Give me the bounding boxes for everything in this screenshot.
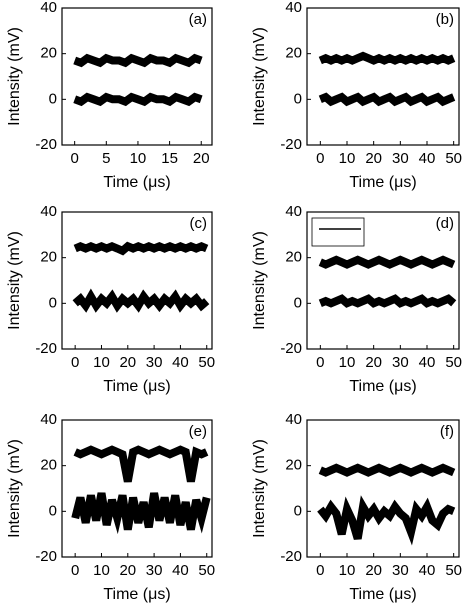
x-tick-label: 0	[71, 562, 79, 579]
y-tick-label: 0	[49, 502, 57, 519]
x-tick-label: 50	[445, 354, 462, 371]
y-axis-label: Intensity (mV)	[6, 439, 23, 538]
trace	[318, 92, 456, 107]
y-axis-label: Intensity (mV)	[251, 439, 268, 538]
y-axis-label: Intensity (mV)	[6, 231, 23, 330]
x-tick-label: 20	[119, 562, 136, 579]
trace	[73, 92, 203, 107]
x-tick-label: 10	[130, 150, 147, 167]
y-tick-label: 40	[40, 411, 57, 428]
x-tick-label: 40	[172, 562, 189, 579]
x-axis-label: Time (μs)	[103, 174, 170, 191]
trace	[71, 492, 211, 535]
x-tick-label: 10	[93, 354, 110, 371]
x-tick-label: 0	[71, 354, 79, 371]
y-tick-label: 0	[49, 90, 57, 107]
trace	[73, 241, 209, 256]
y-tick-label: 20	[285, 457, 302, 474]
y-tick-label: -20	[280, 548, 302, 565]
x-tick-label: 10	[339, 562, 356, 579]
panel-label: (f)	[440, 423, 454, 440]
trace	[318, 255, 456, 269]
trace	[73, 445, 209, 483]
x-tick-label: 40	[172, 354, 189, 371]
plot-frame	[306, 419, 460, 558]
trace	[73, 53, 203, 68]
y-axis-label: Intensity (mV)	[251, 231, 268, 330]
x-tick-label: 40	[419, 150, 436, 167]
plot-frame	[61, 7, 213, 146]
x-axis-label: Time (μs)	[349, 586, 416, 603]
x-tick-label: 50	[198, 354, 215, 371]
y-tick-label: 20	[285, 45, 302, 62]
y-tick-label: -20	[280, 340, 302, 357]
x-tick-label: 30	[392, 562, 409, 579]
x-tick-label: 0	[316, 150, 324, 167]
trace	[318, 51, 456, 65]
x-tick-label: 15	[161, 150, 178, 167]
x-tick-label: 0	[316, 562, 324, 579]
y-tick-label: 0	[49, 294, 57, 311]
y-axis-label: Intensity (mV)	[251, 27, 268, 126]
y-tick-label: 0	[294, 294, 302, 311]
x-tick-label: 50	[445, 562, 462, 579]
y-tick-label: 40	[40, 0, 57, 16]
inset-frame	[311, 217, 365, 247]
y-tick-label: -20	[280, 136, 302, 153]
x-tick-label: 5	[102, 150, 110, 167]
x-axis-label: Time (μs)	[349, 378, 416, 395]
x-tick-label: 20	[365, 150, 382, 167]
x-tick-label: 10	[339, 354, 356, 371]
plot-frame	[61, 211, 213, 350]
x-tick-label: 30	[146, 354, 163, 371]
x-tick-label: 40	[419, 354, 436, 371]
panel-label: (c)	[190, 215, 208, 232]
plot-frame	[306, 211, 460, 350]
plot-frame	[61, 419, 213, 558]
y-tick-label: -20	[35, 136, 57, 153]
y-tick-label: 40	[285, 203, 302, 220]
x-axis-label: Time (μs)	[349, 174, 416, 191]
panel-label: (a)	[189, 11, 207, 28]
x-tick-label: 20	[365, 562, 382, 579]
y-axis-label: Intensity (mV)	[6, 27, 23, 126]
x-tick-label: 20	[119, 354, 136, 371]
trace	[317, 495, 456, 546]
x-tick-label: 30	[392, 354, 409, 371]
x-tick-label: 20	[193, 150, 210, 167]
y-tick-label: 0	[294, 90, 302, 107]
trace	[318, 463, 456, 477]
y-tick-label: 20	[40, 249, 57, 266]
y-tick-label: 40	[40, 203, 57, 220]
y-tick-label: 40	[285, 411, 302, 428]
x-axis-label: Time (μs)	[103, 378, 170, 395]
y-tick-label: 0	[294, 502, 302, 519]
x-tick-label: 10	[339, 150, 356, 167]
x-tick-label: 20	[365, 354, 382, 371]
panel-label: (d)	[436, 215, 454, 232]
y-tick-label: 20	[285, 249, 302, 266]
x-tick-label: 10	[93, 562, 110, 579]
plot-frame	[306, 7, 460, 146]
x-axis-label: Time (μs)	[103, 586, 170, 603]
y-tick-label: -20	[35, 548, 57, 565]
x-tick-label: 0	[316, 354, 324, 371]
panel-label: (e)	[189, 423, 207, 440]
y-tick-label: 20	[40, 45, 57, 62]
x-tick-label: 50	[198, 562, 215, 579]
x-tick-label: 0	[70, 150, 78, 167]
y-tick-label: 40	[285, 0, 302, 16]
x-tick-label: 30	[392, 150, 409, 167]
trace	[72, 288, 210, 313]
panel-label: (b)	[436, 11, 454, 28]
x-tick-label: 40	[419, 562, 436, 579]
x-tick-label: 50	[445, 150, 462, 167]
y-tick-label: -20	[35, 340, 57, 357]
x-tick-label: 30	[146, 562, 163, 579]
trace	[318, 294, 457, 308]
y-tick-label: 20	[40, 457, 57, 474]
